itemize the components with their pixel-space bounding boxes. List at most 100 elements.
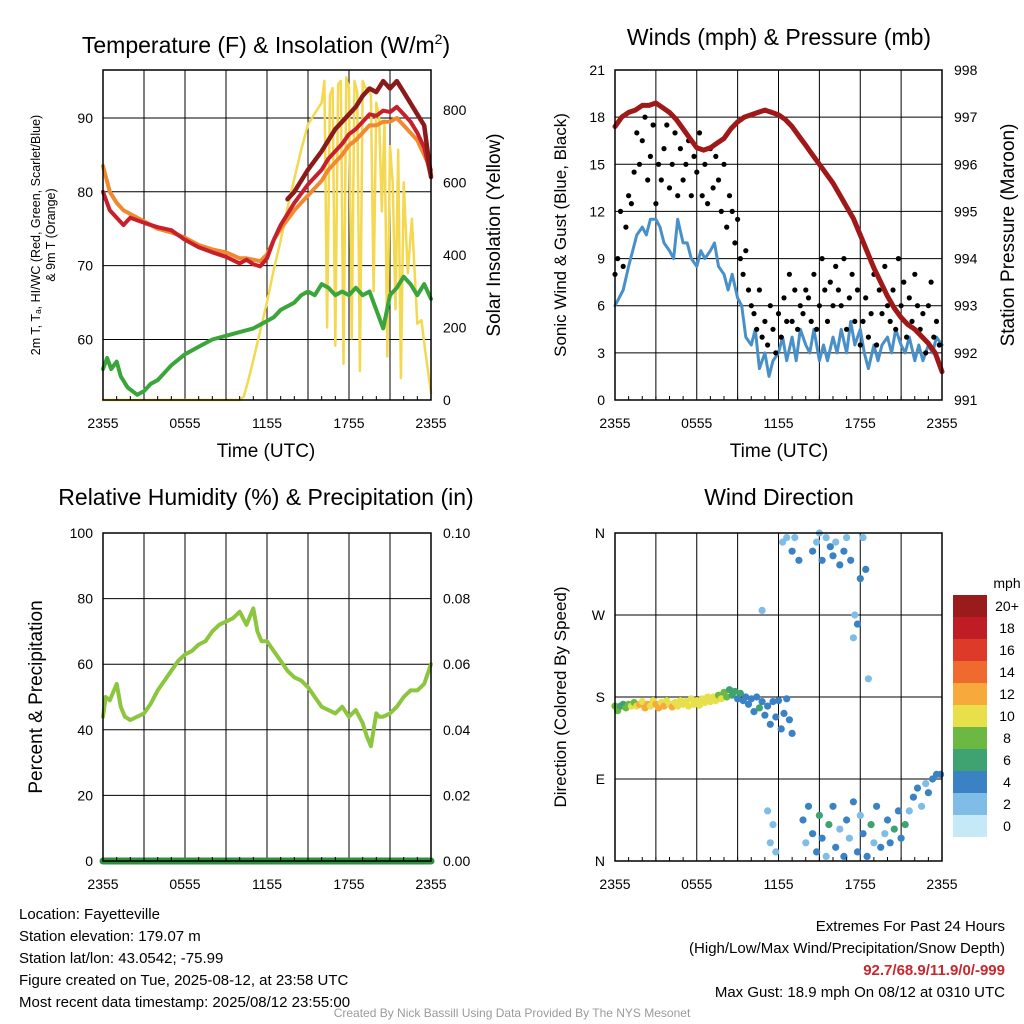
gust-point: [909, 318, 915, 324]
y-tick-label: 80: [77, 184, 93, 200]
gust-point: [876, 287, 882, 293]
gust-point: [827, 279, 833, 285]
speed-colorbar: mph 0 2 4 6 8 10 12 14 16 18 20+: [953, 575, 1021, 837]
wind-direction-point: [660, 702, 668, 710]
gust-point: [778, 334, 784, 340]
y-tick-label: 9: [597, 251, 605, 267]
gust-point: [844, 326, 850, 332]
wind-direction-point: [777, 725, 785, 733]
wind-direction-point: [859, 534, 867, 542]
wind-direction-point: [924, 789, 933, 797]
gust-point: [923, 350, 929, 356]
colorbar-label: 12: [999, 686, 1015, 702]
wind-direction-point: [832, 538, 840, 546]
colorbar-swatch: [953, 617, 987, 639]
wind-direction-point: [687, 695, 695, 703]
wind-direction-point: [815, 811, 824, 820]
wind-direction-plot-frame: [614, 532, 943, 862]
gust-point: [762, 318, 768, 324]
wind-direction-point: [894, 807, 903, 815]
gust-point: [800, 311, 806, 317]
colorbar-swatch: [953, 705, 987, 727]
colorbar-label: 4: [1003, 774, 1011, 790]
gust-point: [805, 295, 812, 301]
colorbar-label: 16: [999, 642, 1015, 658]
wind-direction-point: [736, 689, 745, 698]
wind-direction-point: [766, 839, 774, 847]
temperature-line: [101, 104, 433, 269]
gust-point: [852, 318, 858, 324]
gust-point: [775, 311, 782, 317]
gust-point: [865, 334, 872, 340]
wind-direction-point: [695, 701, 704, 709]
x-tick-label: 1755: [845, 415, 876, 431]
wind-direction-point: [701, 698, 709, 707]
y2-tick-label: 0: [443, 392, 451, 408]
gust-point: [898, 303, 904, 309]
wind-direction-point: [853, 620, 862, 628]
wind-direction-point: [764, 702, 772, 710]
humidity-grid: [103, 533, 431, 861]
wind-direction-point: [856, 811, 864, 820]
y2-tick-label: 800: [443, 102, 467, 118]
wind-direction-point: [744, 700, 753, 708]
winds-panel: Winds (mph) & Pressure (mb) 2355 0555 1155…: [551, 24, 1019, 462]
x-tick-label: 2355: [415, 415, 446, 431]
humidity-plot-frame: [102, 532, 432, 862]
colorbar-unit-label: mph: [993, 575, 1020, 591]
y2-tick-label: 0.00: [443, 853, 470, 869]
wind-direction-point: [785, 716, 794, 724]
wind-direction-point: [809, 547, 817, 555]
winds-y-axis-label: Sonic Wind & Gust (Blue, Black): [551, 113, 570, 357]
wind-direction-point: [755, 704, 764, 712]
gust-point: [884, 303, 891, 309]
gust-point: [754, 326, 760, 332]
winds-x-axis-label: Time (UTC): [730, 441, 829, 462]
temperature-title-close: ): [442, 32, 450, 58]
gust-point: [645, 177, 651, 183]
x-tick-label: 1755: [333, 876, 364, 892]
gust-point: [933, 318, 940, 324]
temperature-x-axis-label: Time (UTC): [217, 441, 316, 462]
gust-point: [642, 114, 648, 120]
gust-point: [833, 263, 839, 269]
gust-point: [623, 224, 629, 230]
gust-point: [822, 287, 828, 293]
wind-direction-point: [856, 575, 864, 583]
temperature-panel: Temperature (F) & Insolation (W/m2) 2355…: [29, 31, 505, 462]
gust-point: [650, 122, 656, 128]
wind-direction-point: [769, 821, 777, 829]
gust-point: [824, 318, 831, 324]
wind-direction-point: [764, 807, 772, 815]
y2-tick-label: 998: [954, 62, 978, 78]
gust-point: [675, 193, 681, 199]
y-tick-label: S: [596, 689, 605, 705]
gust-point: [904, 334, 910, 340]
gust-point: [906, 295, 912, 301]
y2-tick-label: 0.06: [443, 656, 470, 672]
gust-point: [835, 287, 842, 293]
wind-direction-point: [901, 821, 909, 829]
gust-point: [724, 224, 730, 230]
gust-point: [789, 318, 795, 324]
x-tick-label: 1155: [763, 415, 793, 431]
station-latlon: Station lat/lon: 43.0542; -75.99: [19, 950, 224, 967]
wind-direction-point: [758, 606, 766, 615]
wind-direction-point: [791, 534, 799, 542]
gust-point: [751, 311, 757, 317]
max-gust: Max Gust: 18.9 mph On 08/12 at 0310 UTC: [714, 984, 1005, 1001]
wind-direction-point: [829, 552, 837, 560]
station-elevation: Station elevation: 179.07 m: [19, 928, 201, 945]
gust-point: [615, 256, 621, 262]
colorbar-swatch: [953, 639, 987, 661]
x-tick-label: 2355: [599, 876, 630, 892]
x-tick-label: 1155: [252, 415, 282, 431]
wind-direction-point: [802, 839, 810, 847]
colorbar-swatch: [953, 815, 987, 837]
gust-point: [860, 318, 866, 324]
colorbar-swatch: [953, 771, 987, 793]
gust-point: [901, 279, 907, 285]
wind-direction-point: [788, 729, 796, 738]
wind-direction-point: [845, 834, 854, 842]
